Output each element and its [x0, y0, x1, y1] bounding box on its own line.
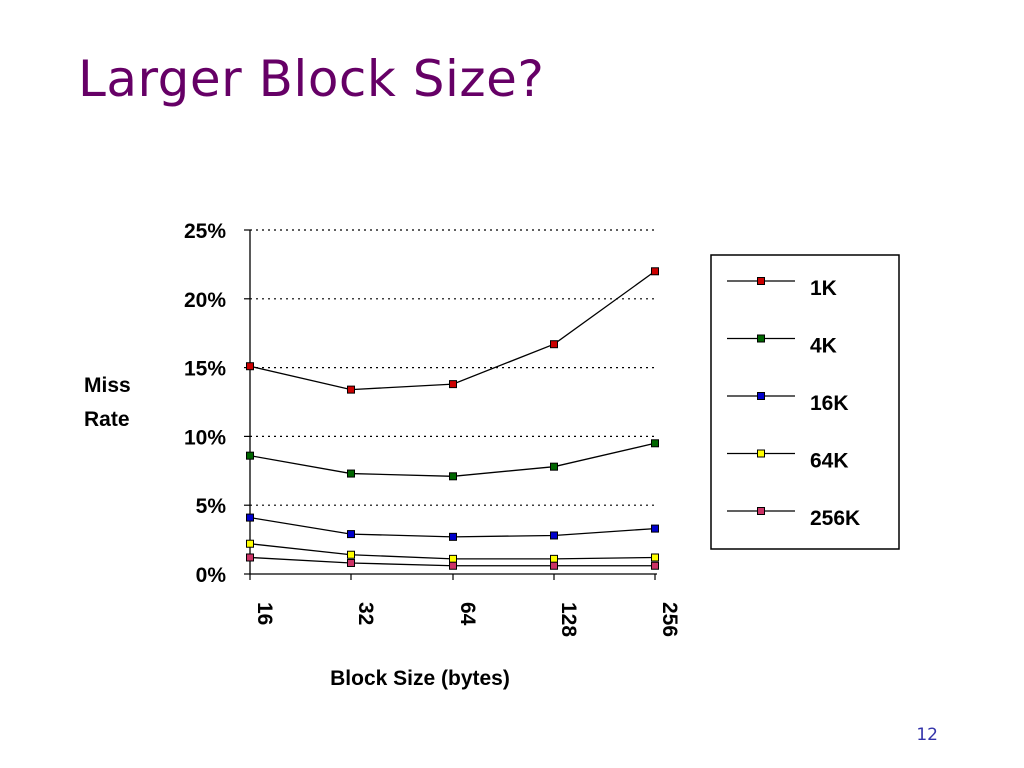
tick-labels: 0% 5% 10% 15% 20% 25% 16 32 64 128 256 [184, 220, 681, 637]
axes [244, 229, 657, 580]
data-point-64K [651, 553, 659, 562]
x-tick-label: 128 [557, 602, 580, 637]
series-lines [246, 267, 659, 570]
y-tick-label: 10% [184, 426, 226, 449]
data-point-16K [651, 524, 659, 533]
data-point-256K [347, 558, 355, 567]
legend-marker-4K [757, 334, 765, 343]
y-tick-label: 25% [184, 220, 226, 243]
data-point-4K [246, 451, 254, 460]
data-point-1K [449, 380, 457, 389]
data-point-4K [651, 439, 659, 448]
data-point-16K [550, 531, 558, 540]
series-line-4K [249, 442, 656, 477]
data-point-64K [550, 554, 558, 563]
data-point-64K [246, 539, 254, 548]
slide-title: Larger Block Size? [78, 50, 545, 108]
data-point-4K [347, 469, 355, 478]
page-number: 12 [916, 725, 938, 745]
legend-marker-16K [757, 392, 765, 400]
x-tick-label: 16 [253, 602, 276, 625]
data-point-1K [246, 362, 254, 371]
legend-box [710, 254, 900, 550]
x-tick-label: 256 [658, 602, 681, 637]
legend-label-256K: 256K [810, 507, 860, 530]
series-line-1K [249, 270, 656, 391]
data-point-64K [347, 550, 355, 559]
y-tick-label: 5% [196, 495, 227, 518]
legend-marker-1K [757, 277, 765, 285]
data-point-16K [347, 530, 355, 539]
data-point-1K [347, 385, 355, 394]
y-tick-label: 0% [196, 564, 227, 587]
legend-label-4K: 4K [810, 335, 837, 358]
data-point-1K [651, 267, 659, 276]
legend-marker-256K [757, 507, 765, 515]
data-point-256K [651, 561, 659, 570]
data-point-1K [550, 340, 558, 349]
x-tick-label: 64 [456, 602, 479, 626]
data-point-16K [246, 513, 254, 522]
data-point-64K [449, 554, 457, 563]
data-point-16K [449, 532, 457, 541]
legend-label-1K: 1K [810, 277, 837, 300]
y-axis-title-line-2: Rate [84, 408, 130, 431]
x-axis-title: Block Size (bytes) [330, 667, 510, 690]
x-tick-label: 32 [354, 602, 377, 625]
legend-label-16K: 16K [810, 392, 849, 415]
y-tick-label: 20% [184, 289, 226, 312]
y-axis-title-line-1: Miss [84, 374, 131, 397]
legend-label-64K: 64K [810, 450, 849, 473]
grid-lines [250, 229, 657, 506]
data-point-256K [550, 561, 558, 570]
data-point-256K [246, 553, 254, 562]
legend-marker-64K [757, 449, 765, 458]
y-tick-label: 15% [184, 358, 226, 381]
data-point-4K [550, 462, 558, 471]
data-point-4K [449, 472, 457, 481]
legend: 1K 4K 16K 64K 256K [710, 254, 900, 550]
data-point-256K [449, 561, 457, 570]
